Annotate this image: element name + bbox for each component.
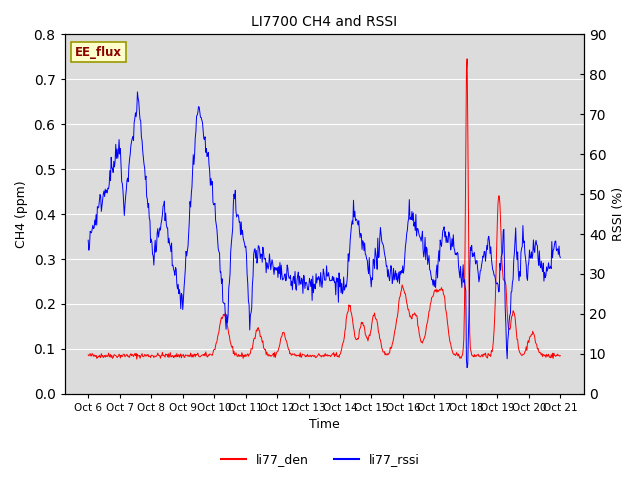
li77_den [463, 56, 471, 62]
li77_rssi [190, 162, 198, 168]
Line: li77_rssi: li77_rssi [88, 92, 561, 368]
Legend: li77_den, li77_rssi: li77_den, li77_rssi [216, 448, 424, 471]
li77_rssi [142, 173, 150, 179]
X-axis label: Time: Time [309, 419, 340, 432]
Y-axis label: CH4 (ppm): CH4 (ppm) [15, 180, 28, 248]
li77_den [133, 356, 141, 362]
li77_den [190, 352, 198, 358]
Text: EE_flux: EE_flux [75, 46, 122, 59]
li77_rssi [396, 281, 403, 287]
Line: li77_den: li77_den [88, 59, 561, 359]
Title: LI7700 CH4 and RSSI: LI7700 CH4 and RSSI [252, 15, 397, 29]
li77_den [557, 353, 564, 359]
li77_den [215, 329, 223, 335]
li77_den [93, 355, 100, 361]
li77_den [142, 353, 150, 359]
li77_rssi [382, 257, 390, 263]
li77_rssi [84, 237, 92, 243]
Y-axis label: RSSI (%): RSSI (%) [612, 187, 625, 241]
li77_den [396, 295, 403, 300]
li77_rssi [215, 249, 223, 254]
li77_rssi [134, 89, 141, 95]
li77_rssi [557, 255, 564, 261]
li77_den [382, 350, 390, 356]
li77_rssi [463, 365, 471, 371]
li77_rssi [93, 222, 100, 228]
li77_den [84, 352, 92, 358]
